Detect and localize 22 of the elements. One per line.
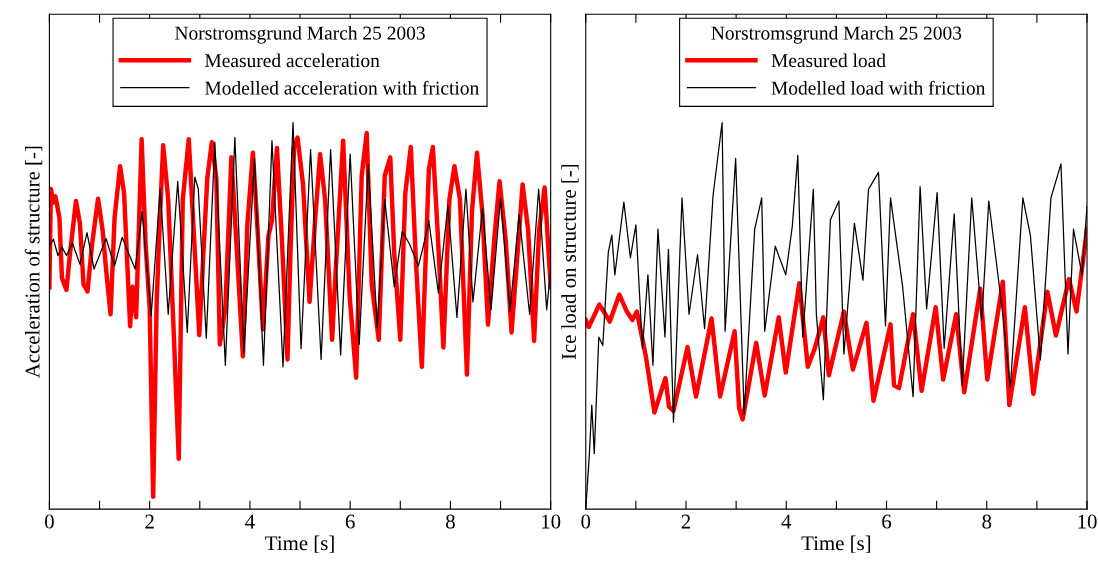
- x-axis-title: Time [s]: [265, 535, 334, 553]
- x-tick-label: 6: [882, 514, 892, 529]
- y-axis-title: Ice load on structure [-]: [561, 164, 579, 360]
- x-tick-label: 8: [982, 514, 992, 529]
- legend-title: Norstromsgrund March 25 2003: [175, 25, 425, 44]
- x-tick-label: 8: [446, 514, 455, 529]
- legend-label: Measured load: [771, 53, 886, 68]
- legend-label: Modelled acceleration with friction: [205, 80, 479, 95]
- y-axis-title: Acceleration of structure [-]: [24, 146, 43, 379]
- x-tick-label: 10: [542, 514, 561, 529]
- x-tick-label: 2: [681, 514, 691, 529]
- x-tick-label: 10: [1078, 514, 1097, 529]
- x-axis-title: Time [s]: [801, 535, 871, 553]
- legend-title: Norstromsgrund March 25 2003: [711, 25, 962, 44]
- x-tick-label: 0: [581, 514, 591, 529]
- x-tick-label: 0: [45, 514, 54, 529]
- x-tick-label: 4: [781, 514, 792, 529]
- x-tick-label: 4: [245, 514, 255, 529]
- legend-label: Measured acceleration: [205, 53, 380, 68]
- x-tick-label: 6: [345, 514, 355, 529]
- legend-label: Modelled load with friction: [771, 80, 986, 95]
- x-tick-label: 2: [145, 514, 154, 529]
